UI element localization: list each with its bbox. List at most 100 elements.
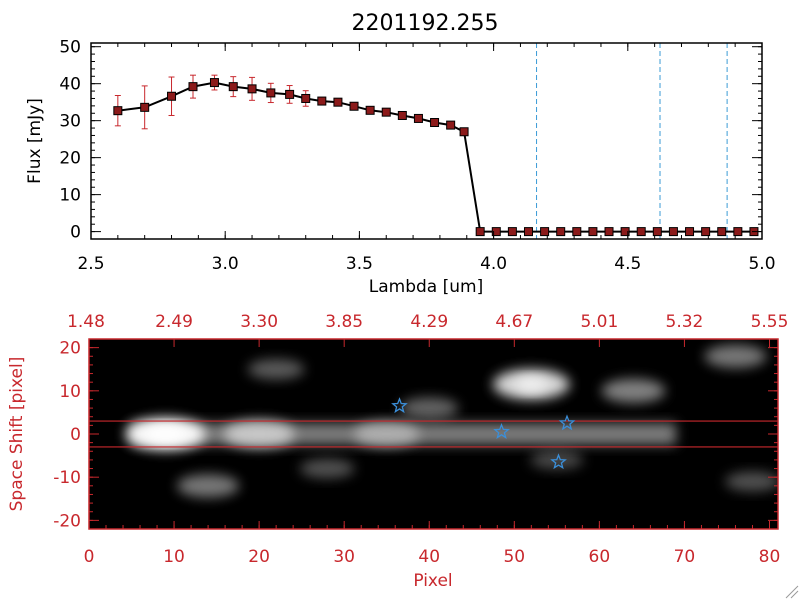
data-point <box>668 227 678 237</box>
y-tick-label: 0 <box>70 425 81 445</box>
data-point <box>430 118 440 128</box>
data-point <box>620 227 630 237</box>
resize-grip-icon[interactable] <box>785 585 799 599</box>
x-tick-label: 3.0 <box>212 254 239 274</box>
x-tick-label: 10 <box>163 547 185 567</box>
data-point <box>247 84 257 94</box>
data-point <box>349 101 359 111</box>
data-point <box>523 227 533 237</box>
heatmap-blob <box>704 344 767 368</box>
spectrum-line <box>117 81 754 233</box>
heatmap-blob <box>247 359 305 380</box>
y-tick-label: 20 <box>59 149 81 169</box>
x-tick-label: 70 <box>674 547 696 567</box>
heatmap-blob <box>400 397 459 419</box>
spectrogram-image <box>125 344 778 498</box>
data-point <box>317 96 327 106</box>
data-point <box>701 227 711 237</box>
x-tick-label: 4.0 <box>480 254 507 274</box>
x-tick-label: 80 <box>759 547 781 567</box>
y-tick-label: 20 <box>59 339 81 359</box>
heatmap-blob <box>177 474 240 498</box>
heatmap-blob <box>223 420 295 448</box>
x-tick-label: 50 <box>503 547 525 567</box>
data-point <box>540 227 550 237</box>
y-tick-label: 30 <box>59 112 81 132</box>
data-point <box>636 227 646 237</box>
spectrum-axes: 2.5 3.0 3.5 4.0 4.5 5.0 0 10 20 30 40 50 <box>59 38 775 274</box>
data-point <box>301 93 311 103</box>
y-tick-label: 40 <box>59 75 81 95</box>
data-point <box>459 127 469 137</box>
star-marker-icon <box>550 453 567 470</box>
data-point <box>507 227 517 237</box>
spectrogram-panel: 0 10 20 30 40 50 60 70 80 1.48 2.49 3.30 3.85 4.29 4.6… <box>7 312 788 591</box>
spectrum-x-label: Lambda [um] <box>369 277 483 297</box>
top-tick-label: 3.85 <box>325 312 363 332</box>
data-point <box>381 107 391 117</box>
data-point <box>397 110 407 120</box>
data-point <box>365 105 375 115</box>
spectrum-frame <box>90 42 763 240</box>
x-tick-label: 60 <box>589 547 611 567</box>
heatmap-peak <box>515 377 548 392</box>
y-tick-label: 10 <box>59 186 81 206</box>
spectrum-y-label: Flux [mJy] <box>25 98 45 184</box>
spectrum-panel: 2201192.255 2.5 3.0 3.5 4.0 4.5 5.0 0 10 20 30 40 5… <box>25 11 776 297</box>
x-tick-label: 3.5 <box>346 254 373 274</box>
data-point <box>285 89 295 99</box>
top-tick-label: 3.30 <box>240 312 278 332</box>
x-tick-label: 5.0 <box>748 254 775 274</box>
data-point <box>717 227 727 237</box>
data-point <box>188 82 198 92</box>
x-tick-label: 20 <box>248 547 270 567</box>
heatmap-blob <box>601 378 666 403</box>
top-tick-label: 4.67 <box>495 312 533 332</box>
data-point <box>475 227 485 237</box>
x-tick-label: 40 <box>418 547 440 567</box>
top-tick-label: 1.48 <box>67 312 105 332</box>
data-point <box>209 78 219 88</box>
spectrogram-axes: 0 10 20 30 40 50 60 70 80 1.48 2.49 3.30 3.85 4.29 4.6… <box>53 312 788 567</box>
data-point <box>604 227 614 237</box>
y-tick-label: -10 <box>53 468 81 488</box>
data-point <box>113 106 123 116</box>
data-point <box>167 91 177 101</box>
heatmap-blob <box>725 471 778 492</box>
data-point <box>140 102 150 112</box>
x-tick-label: 0 <box>84 547 95 567</box>
spectrogram-x-label: Pixel <box>413 571 452 591</box>
heatmap-peak <box>145 426 186 442</box>
x-tick-label: 4.5 <box>614 254 641 274</box>
heatmap-blob <box>299 458 355 479</box>
data-point <box>446 120 456 130</box>
top-tick-label: 4.29 <box>410 312 448 332</box>
x-tick-label: 30 <box>333 547 355 567</box>
y-tick-label: -20 <box>53 511 81 531</box>
heatmap-blob <box>353 421 420 447</box>
y-tick-label: 10 <box>59 382 81 402</box>
top-tick-label: 5.01 <box>580 312 618 332</box>
x-tick-label: 2.5 <box>77 254 104 274</box>
spectrogram-overlay <box>89 397 778 470</box>
data-point <box>491 227 501 237</box>
spectrogram-y-label: Space Shift [pixel] <box>7 357 27 512</box>
y-tick-label: 50 <box>59 38 81 58</box>
data-point <box>556 227 566 237</box>
top-tick-label: 5.32 <box>666 312 704 332</box>
top-tick-label: 2.49 <box>155 312 193 332</box>
data-point <box>588 227 598 237</box>
data-point <box>266 88 276 98</box>
star-marker-icon <box>558 414 576 431</box>
data-point <box>228 82 238 92</box>
y-tick-label: 0 <box>70 223 81 243</box>
data-point <box>733 227 743 237</box>
data-point <box>685 227 695 237</box>
spectrum-title: 2201192.255 <box>352 11 499 36</box>
data-point <box>333 97 343 107</box>
star-marker-icon <box>493 422 510 439</box>
top-tick-label: 5.55 <box>751 312 789 332</box>
data-point <box>572 227 582 237</box>
spectrum-data <box>113 43 759 239</box>
